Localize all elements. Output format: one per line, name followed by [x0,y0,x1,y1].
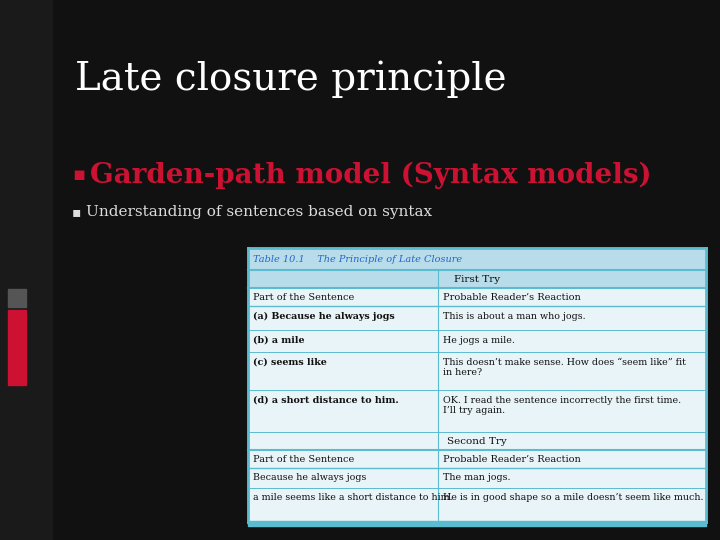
Text: Table 10.1    The Principle of Late Closure: Table 10.1 The Principle of Late Closure [253,254,462,264]
Bar [248,390,706,432]
Bar [248,352,706,390]
Bar [248,521,706,526]
Text: He jogs a mile.: He jogs a mile. [443,336,515,345]
Bar [248,248,706,270]
Bar [248,330,706,352]
Text: a mile seems like a short distance to him.: a mile seems like a short distance to hi… [253,493,453,502]
Text: Understanding of sentences based on syntax: Understanding of sentences based on synt… [86,205,432,219]
Bar [248,288,706,306]
Text: Garden-path model (Syntax models): Garden-path model (Syntax models) [90,161,652,188]
Text: Second Try: Second Try [447,436,507,446]
Text: Part of the Sentence: Part of the Sentence [253,293,354,301]
Text: OK. I read the sentence incorrectly the first time.
I’ll try again.: OK. I read the sentence incorrectly the … [443,396,681,415]
Text: The man jogs.: The man jogs. [443,473,510,482]
Text: This is about a man who jogs.: This is about a man who jogs. [443,312,585,321]
Bar [248,248,706,522]
Text: (c) seems like: (c) seems like [253,358,327,367]
Text: Late closure principle: Late closure principle [75,60,507,98]
Text: This doesn’t make sense. How does “seem like” fit
in here?: This doesn’t make sense. How does “seem … [443,358,686,377]
Text: He is in good shape so a mile doesn’t seem like much.: He is in good shape so a mile doesn’t se… [443,493,703,502]
Bar [248,270,706,288]
Bar [248,468,706,488]
Text: (a) Because he always jogs: (a) Because he always jogs [253,312,395,321]
Bar [248,306,706,330]
Text: Probable Reader’s Reaction: Probable Reader’s Reaction [443,455,581,463]
Bar [8,310,26,385]
Bar [248,432,706,450]
Text: First Try: First Try [454,274,500,284]
Bar [0,0,52,540]
Text: Probable Reader’s Reaction: Probable Reader’s Reaction [443,293,581,301]
Text: Because he always jogs: Because he always jogs [253,473,366,482]
Bar [8,289,26,307]
Text: ▪: ▪ [72,205,81,219]
Text: Part of the Sentence: Part of the Sentence [253,455,354,463]
Bar [248,488,706,508]
Text: ▪: ▪ [72,165,85,185]
Text: (b) a mile: (b) a mile [253,336,305,345]
Bar [248,450,706,468]
Text: (d) a short distance to him.: (d) a short distance to him. [253,396,399,405]
